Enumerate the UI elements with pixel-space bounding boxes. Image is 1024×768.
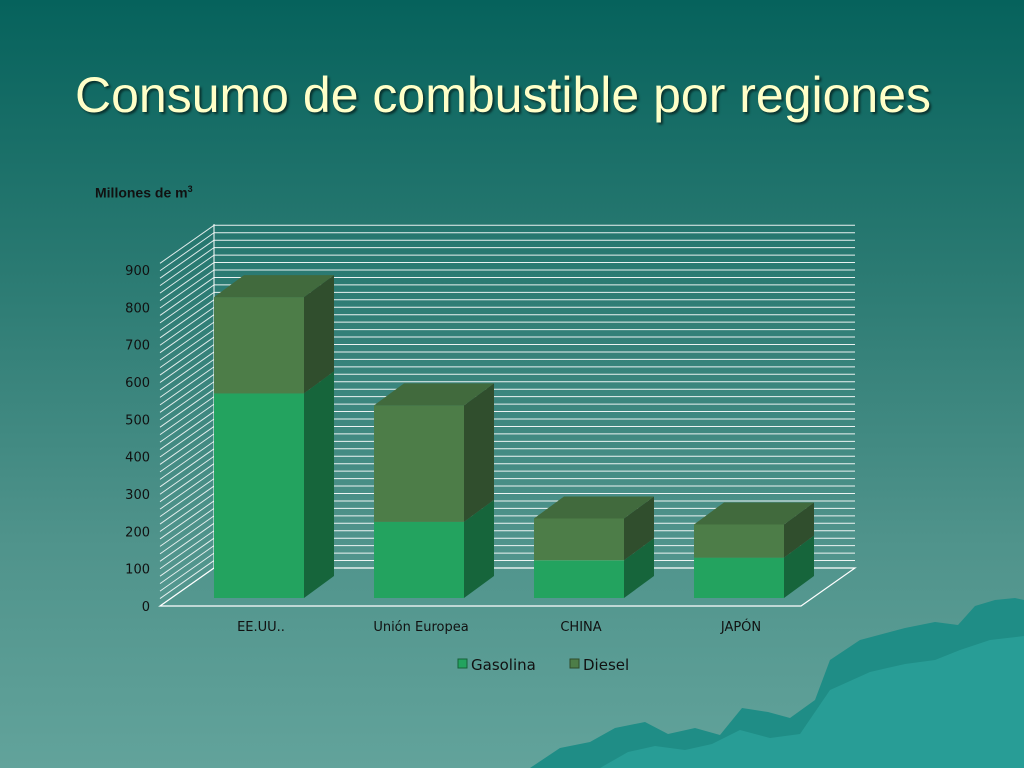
- side-gridline: [159, 373, 215, 413]
- side-gridline: [159, 463, 215, 503]
- legend-swatch-diesel: [569, 658, 580, 669]
- side-gridline: [159, 284, 215, 324]
- bar-gasolina-side: [624, 538, 654, 598]
- side-gridline: [159, 433, 215, 473]
- side-gridline: [159, 299, 215, 339]
- x-tick-label: Unión Europea: [373, 620, 468, 635]
- side-gridline: [159, 277, 215, 316]
- side-gridline: [159, 537, 215, 577]
- y-tick-label: 900: [125, 264, 150, 279]
- side-gridline: [159, 381, 215, 421]
- side-gridline: [159, 426, 215, 465]
- y-tick-label: 500: [125, 413, 150, 428]
- y-tick-label: 600: [125, 376, 150, 391]
- bar-gasolina-front: [694, 557, 784, 598]
- side-gridline: [159, 254, 215, 294]
- chart-legend: Gasolina Diesel: [457, 656, 629, 674]
- side-gridline: [159, 232, 215, 272]
- bar-gasolina-side: [464, 499, 494, 598]
- side-gridline: [159, 321, 215, 361]
- side-gridline: [159, 470, 215, 510]
- y-axis-unit-text: Millones de m: [95, 184, 188, 201]
- x-tick-label: CHINA: [560, 620, 601, 635]
- chart-floor: [158, 567, 857, 607]
- side-gridline: [159, 485, 215, 525]
- side-gridline: [159, 545, 215, 585]
- side-gridline: [159, 344, 215, 383]
- side-gridline: [159, 306, 215, 346]
- side-gridline: [159, 396, 215, 436]
- y-axis-unit-label: Millones de m3: [95, 184, 193, 201]
- bar-gasolina-front: [374, 521, 464, 598]
- side-gridline: [159, 291, 215, 331]
- side-gridline: [159, 358, 215, 398]
- bar-top: [214, 275, 334, 298]
- slide-title: Consumo de combustible por regiones: [75, 67, 932, 123]
- side-gridline: [159, 455, 215, 495]
- side-gridline: [159, 224, 215, 264]
- bar-gasolina-front: [214, 393, 304, 598]
- side-gridline: [159, 329, 215, 369]
- bar-top: [694, 502, 814, 525]
- side-gridline: [159, 493, 215, 532]
- side-gridline: [159, 247, 215, 287]
- y-tick-label: 400: [125, 451, 150, 466]
- side-gridline: [159, 366, 215, 406]
- bar-gasolina-front: [534, 560, 624, 598]
- y-tick-label: 200: [125, 525, 150, 540]
- bar-top: [534, 496, 654, 519]
- x-tick-label: EE.UU..: [237, 620, 285, 635]
- side-gridline: [159, 388, 215, 428]
- side-gridline: [159, 448, 215, 488]
- y-tick-label: 800: [125, 301, 150, 316]
- legend-swatch-gasolina: [457, 658, 468, 669]
- legend-label-diesel: Diesel: [583, 656, 629, 674]
- bar-diesel-side: [464, 383, 494, 522]
- bar-diesel-side: [624, 496, 654, 561]
- side-gridline: [159, 522, 215, 562]
- y-axis-unit-superscript: 3: [187, 184, 193, 194]
- side-gridline: [159, 269, 215, 309]
- y-tick-label: 300: [125, 488, 150, 503]
- side-gridline: [159, 351, 215, 391]
- side-gridline: [159, 515, 215, 555]
- y-tick-label: 700: [125, 339, 150, 354]
- bar-gasolina-side: [784, 535, 814, 598]
- side-gridline: [159, 560, 215, 599]
- bar-diesel-side: [784, 502, 814, 558]
- side-gridline: [159, 403, 215, 443]
- side-gridline: [159, 239, 215, 279]
- bar-diesel-front: [694, 524, 784, 558]
- bar-gasolina-side: [304, 371, 334, 598]
- side-gridline: [159, 418, 215, 458]
- side-gridline: [159, 507, 215, 547]
- side-gridline: [159, 336, 215, 376]
- legend-label-gasolina: Gasolina: [471, 656, 536, 674]
- bar-diesel-front: [214, 297, 304, 394]
- bar-diesel-side: [304, 275, 334, 394]
- bar-diesel-front: [534, 518, 624, 561]
- side-gridline: [159, 440, 215, 480]
- side-gridline: [159, 314, 215, 354]
- side-gridline: [159, 478, 215, 518]
- y-tick-label: 0: [142, 600, 150, 615]
- bar-top: [374, 383, 494, 406]
- side-gridline: [159, 500, 215, 540]
- side-gridline: [159, 411, 215, 450]
- side-gridline: [159, 262, 215, 301]
- side-gridline: [159, 552, 215, 592]
- x-tick-label: JAPÓN: [720, 619, 761, 635]
- bar-diesel-front: [374, 405, 464, 522]
- side-gridline: [159, 530, 215, 570]
- y-tick-label: 100: [125, 563, 150, 578]
